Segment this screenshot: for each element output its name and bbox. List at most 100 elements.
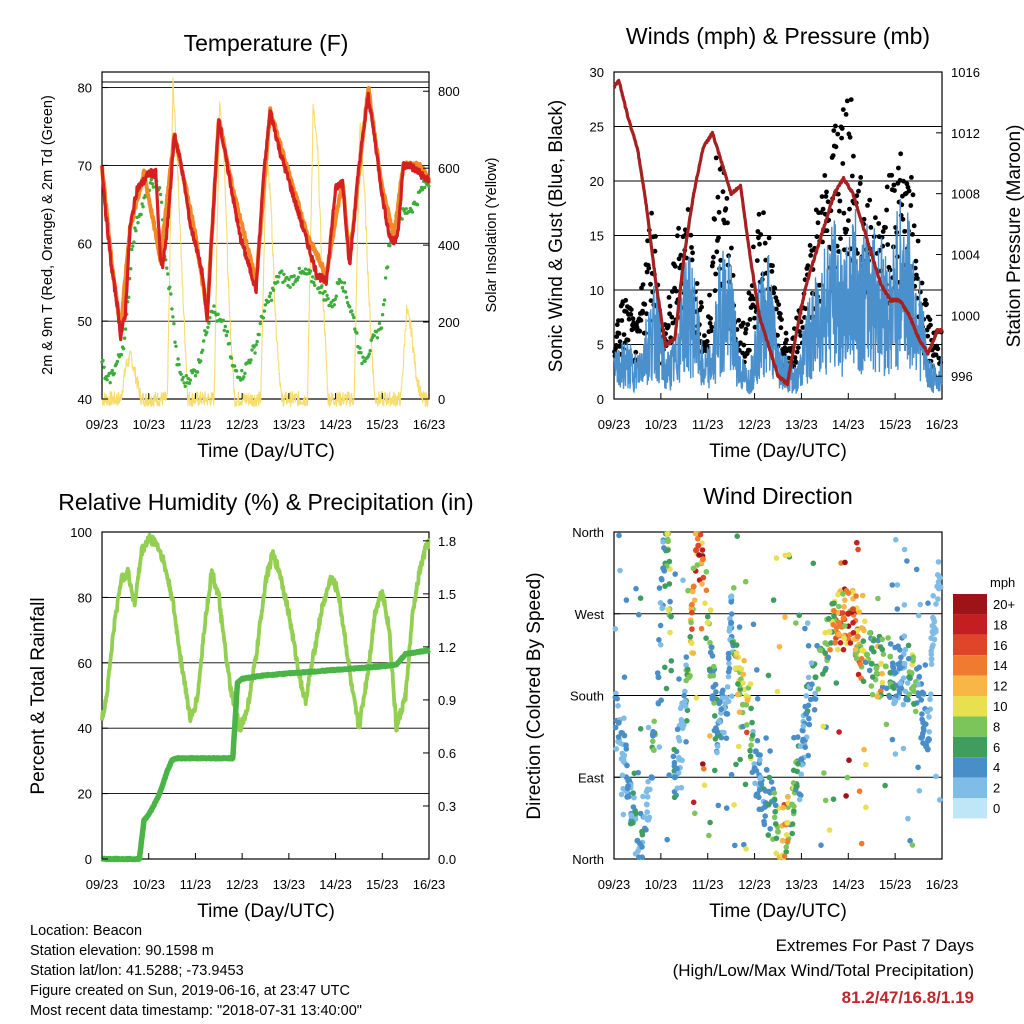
- temperature-2m-line: [100, 91, 431, 342]
- direction-point: [756, 806, 763, 813]
- x-tick-label: 14/23: [832, 877, 865, 892]
- x-tick-label: 15/23: [366, 417, 399, 432]
- direction-point: [696, 552, 702, 558]
- gust-point: [676, 256, 682, 262]
- gust-point: [708, 328, 714, 334]
- direction-point: [795, 761, 801, 767]
- gust-point: [774, 306, 779, 312]
- direction-point: [930, 593, 936, 599]
- direction-point: [926, 714, 932, 720]
- direction-point: [841, 604, 847, 610]
- direction-point: [757, 757, 763, 763]
- dewpoint-point: [229, 356, 234, 360]
- dewpoint-point: [243, 371, 247, 375]
- direction-point: [861, 627, 867, 634]
- dewpoint-point: [375, 336, 380, 340]
- gust-point: [837, 198, 843, 204]
- direction-point: [925, 600, 931, 606]
- dewpoint-point: [149, 177, 153, 182]
- direction-point: [839, 610, 846, 616]
- direction-point: [701, 782, 708, 788]
- direction-point: [656, 744, 663, 750]
- right-tick-label: 1008: [951, 187, 980, 202]
- gust-point: [670, 320, 676, 326]
- direction-point: [902, 688, 909, 695]
- pressure-series: [612, 78, 944, 387]
- gust-point: [666, 295, 672, 300]
- gust-point: [915, 238, 921, 244]
- direction-point: [663, 685, 670, 692]
- direction-point: [703, 587, 710, 594]
- dewpoint-point: [174, 344, 178, 348]
- direction-point: [818, 842, 824, 848]
- gust-point: [672, 263, 678, 269]
- direction-scatter: [612, 531, 944, 860]
- colorbar-swatch: [953, 675, 987, 696]
- relative-humidity-series: [100, 532, 431, 733]
- direction-point: [668, 613, 674, 620]
- gust-point: [702, 333, 707, 338]
- dewpoint-point: [340, 286, 345, 290]
- direction-point: [900, 745, 907, 752]
- dewpoint-point: [383, 276, 388, 280]
- direction-point: [761, 821, 768, 828]
- direction-point: [784, 838, 790, 844]
- direction-point: [897, 680, 904, 686]
- dewpoint-point: [352, 315, 356, 320]
- direction-point: [911, 688, 917, 694]
- gust-point: [913, 258, 919, 264]
- dewpoint-point: [183, 384, 187, 388]
- gust-point: [892, 188, 897, 193]
- direction-point: [773, 850, 779, 857]
- direction-point: [913, 566, 920, 573]
- x-tick-label: 15/23: [879, 417, 912, 432]
- sonic-wind-line: [613, 198, 943, 395]
- direction-point: [645, 778, 651, 785]
- direction-point: [635, 848, 641, 854]
- solar-insolation-series: [101, 77, 430, 408]
- direction-point: [909, 842, 916, 848]
- gust-point: [694, 281, 700, 286]
- direction-point: [822, 667, 828, 674]
- gust-point: [626, 316, 632, 322]
- dewpoint-point: [311, 275, 315, 279]
- gust-point: [628, 307, 634, 312]
- direction-point: [725, 655, 732, 662]
- dewpoint-point: [263, 303, 268, 307]
- direction-point: [733, 650, 740, 656]
- x-tick-label: 10/23: [645, 417, 678, 432]
- direction-point: [874, 694, 881, 700]
- gust-point: [676, 225, 681, 231]
- direction-point: [664, 538, 671, 545]
- direction-point: [662, 664, 668, 671]
- direction-point: [800, 723, 807, 729]
- gust-point: [743, 330, 748, 336]
- gust-point: [840, 161, 846, 166]
- direction-point: [615, 738, 621, 745]
- gust-point: [645, 238, 650, 244]
- direction-point: [736, 709, 743, 715]
- gust-point: [822, 173, 828, 178]
- gust-point: [803, 306, 808, 312]
- direction-point: [725, 673, 732, 680]
- humidity-right-ticks: 0.0 0.3 0.6 0.9 1.2 1.5 1.8: [423, 534, 456, 867]
- dewpoint-point: [358, 346, 362, 350]
- gust-point: [648, 298, 654, 303]
- direction-point: [802, 625, 808, 632]
- dewpoint-point: [388, 244, 392, 248]
- direction-point: [875, 595, 881, 602]
- gust-point: [867, 197, 873, 203]
- direction-point: [846, 757, 852, 763]
- extremes-subtitle: (High/Low/Max Wind/Total Precipitation): [672, 961, 974, 980]
- colorbar-title: mph: [990, 575, 1015, 590]
- direction-point: [740, 671, 747, 678]
- gust-point: [713, 155, 719, 161]
- direction-point: [688, 619, 694, 626]
- direction-point: [729, 639, 736, 646]
- gust-point: [690, 250, 695, 256]
- gust-point: [777, 311, 783, 317]
- x-tick-label: 13/23: [273, 417, 306, 432]
- dewpoint-point: [379, 326, 384, 330]
- direction-point: [641, 814, 648, 820]
- direction-point: [929, 644, 935, 651]
